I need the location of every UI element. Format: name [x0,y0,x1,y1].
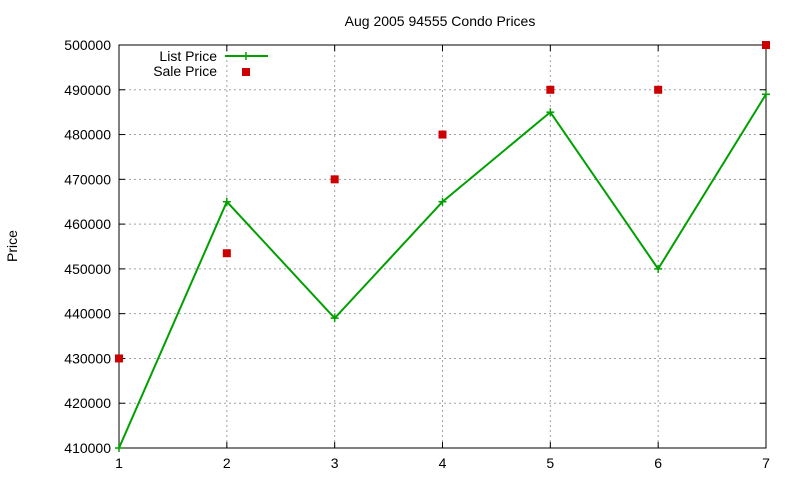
series-layer [115,41,770,452]
y-tick-label: 500000 [64,37,111,53]
sale-price-point [546,85,555,94]
y-tick-label: 450000 [64,261,111,277]
legend: List Price Sale Price [153,48,268,79]
sale-price-point [330,175,339,184]
y-tick-label: 470000 [64,171,111,187]
legend-plus-marker [242,52,250,60]
x-tick-label: 4 [439,455,447,471]
list-price-point [330,314,339,323]
sale-price-point [222,249,231,258]
list-price-point [762,90,770,99]
list-price-point [654,264,663,273]
legend-label-list-price: List Price [159,48,217,64]
y-tick-label: 430000 [64,350,111,366]
x-tick-label: 5 [546,455,554,471]
grid [119,45,766,448]
x-tick-label: 1 [115,455,123,471]
y-axis-label: Price [4,230,20,262]
x-tick-label: 2 [223,455,231,471]
list-price-point [438,197,447,206]
sale-price-point [115,354,123,363]
legend-label-sale-price: Sale Price [153,63,217,79]
legend-marker-sale-price [242,68,250,76]
sale-price-point [762,41,770,49]
list-price-point [546,108,555,117]
x-tick-label: 3 [331,455,339,471]
x-axis: 1 2 3 4 5 6 7 [115,45,770,471]
y-tick-label: 420000 [64,395,111,411]
y-tick-label: 440000 [64,306,111,322]
legend-marker-list-price [242,52,250,60]
chart-title: Aug 2005 94555 Condo Prices [345,13,536,29]
sale-price-point [654,85,663,94]
list-price-point [222,197,231,206]
list-price-point [115,444,123,452]
y-tick-label: 490000 [64,82,111,98]
x-tick-label: 7 [762,455,770,471]
y-axis: 410000 420000 430000 440000 450000 460000 4700… [64,37,766,456]
y-tick-label: 480000 [64,127,111,143]
sale-price-point [438,130,447,139]
y-tick-label: 460000 [64,216,111,232]
x-tick-label: 6 [654,455,662,471]
y-tick-label: 410000 [64,440,111,456]
